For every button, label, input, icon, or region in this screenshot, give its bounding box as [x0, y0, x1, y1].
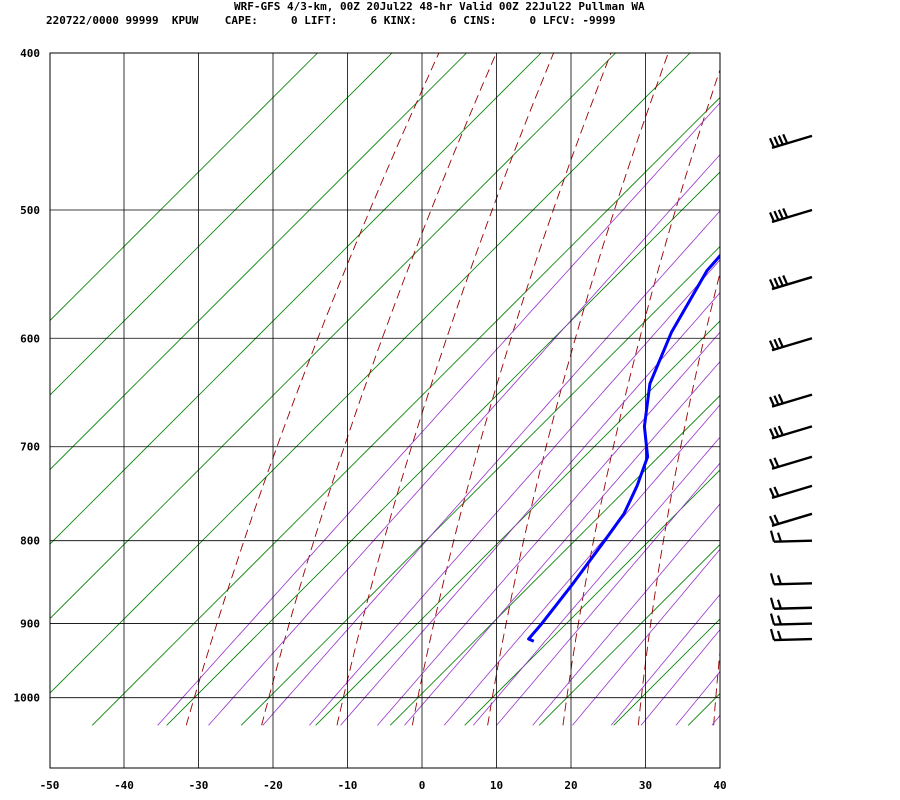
isotherm-line — [464, 469, 720, 726]
isotherm-line — [166, 171, 720, 726]
x-tick-label: 40 — [713, 779, 726, 792]
x-tick-label: -20 — [263, 779, 283, 792]
wind-barb — [768, 484, 813, 499]
station-info: 220722/0000 99999 KPUW CAPE: 0 LIFT: 6 K… — [46, 14, 616, 27]
x-tick-label: -10 — [338, 779, 358, 792]
y-tick-label: 700 — [20, 441, 40, 454]
dewpoint-trace — [527, 253, 720, 643]
isotherm-line — [50, 53, 542, 545]
mixing-ratio-line — [377, 331, 720, 726]
x-tick-label: -40 — [114, 779, 134, 792]
isotherm-line — [315, 320, 720, 726]
isotherm-line — [389, 394, 720, 726]
dry-adiabat-line — [637, 271, 720, 726]
mixing-ratio-line — [640, 629, 720, 726]
wind-barb — [769, 628, 813, 642]
dry-adiabat-line — [562, 68, 720, 726]
wind-barb — [769, 573, 813, 586]
isotherm-line — [240, 245, 720, 726]
x-tick-label: -50 — [40, 779, 60, 792]
mixing-ratio-line — [404, 361, 720, 726]
sounding-traces — [527, 136, 900, 643]
mixing-ratio-line — [340, 292, 720, 726]
y-tick-label: 800 — [20, 535, 40, 548]
wind-barb — [768, 207, 813, 224]
wind-barb — [768, 133, 813, 150]
axis-labels: -50 -40 -30 -20 -10 0 10 20 30 40 400 500 600 700 800 9… — [14, 47, 727, 792]
plot-frame — [49, 52, 721, 769]
dry-adiabat-line — [487, 53, 669, 726]
wind-barb — [769, 597, 813, 610]
isotherm-line — [837, 44, 900, 725]
mixing-ratio-line — [496, 462, 720, 726]
x-tick-label: 0 — [419, 779, 426, 792]
mixing-ratio-line — [443, 404, 720, 726]
dry-adiabat-line — [336, 53, 555, 726]
mixing-ratio-line — [532, 503, 720, 726]
isotherm-line — [50, 53, 691, 694]
temperature-trace — [776, 136, 900, 641]
wind-barb — [768, 425, 813, 440]
isotherm-line — [50, 53, 617, 620]
mixing-ratio-line — [472, 436, 720, 726]
grid — [50, 52, 720, 768]
wind-barb — [769, 613, 813, 626]
isotherm-line — [50, 53, 468, 471]
x-tick-label: 10 — [490, 779, 503, 792]
x-tick-label: -30 — [189, 779, 209, 792]
isotherm-line — [91, 96, 720, 726]
dry-adiabat-line — [185, 53, 440, 726]
mixing-ratio-line — [262, 210, 720, 726]
wind-barbs — [768, 133, 813, 642]
mixing-ratio-line — [208, 154, 720, 726]
x-tick-label: 20 — [564, 779, 577, 792]
mixing-ratio-line — [572, 548, 720, 726]
dry-adiabat-line — [864, 44, 900, 725]
chart-title: WRF-GFS 4/3-km, 00Z 20Jul22 48-hr Valid … — [234, 0, 645, 13]
dry-adiabat-line — [411, 53, 612, 726]
isotherm-line — [50, 53, 319, 322]
mixing-ratio-line — [610, 593, 720, 726]
wind-barb — [768, 455, 813, 470]
dry-adiabat-line — [261, 53, 497, 726]
y-tick-label: 500 — [20, 204, 40, 217]
isotherm-line — [50, 53, 393, 396]
y-tick-label: 600 — [20, 332, 40, 345]
wind-barb — [768, 275, 813, 291]
wind-barb — [768, 393, 813, 408]
mixing-ratio-line — [157, 102, 720, 726]
y-tick-label: 1000 — [14, 692, 41, 705]
wind-barb — [768, 337, 813, 352]
wind-barb — [769, 530, 813, 543]
wind-barb — [768, 512, 813, 527]
y-tick-label: 900 — [20, 618, 40, 631]
reference-lines — [50, 44, 900, 726]
y-tick-label: 400 — [20, 47, 40, 60]
x-tick-label: 30 — [639, 779, 652, 792]
mixing-ratio-line — [309, 259, 720, 726]
